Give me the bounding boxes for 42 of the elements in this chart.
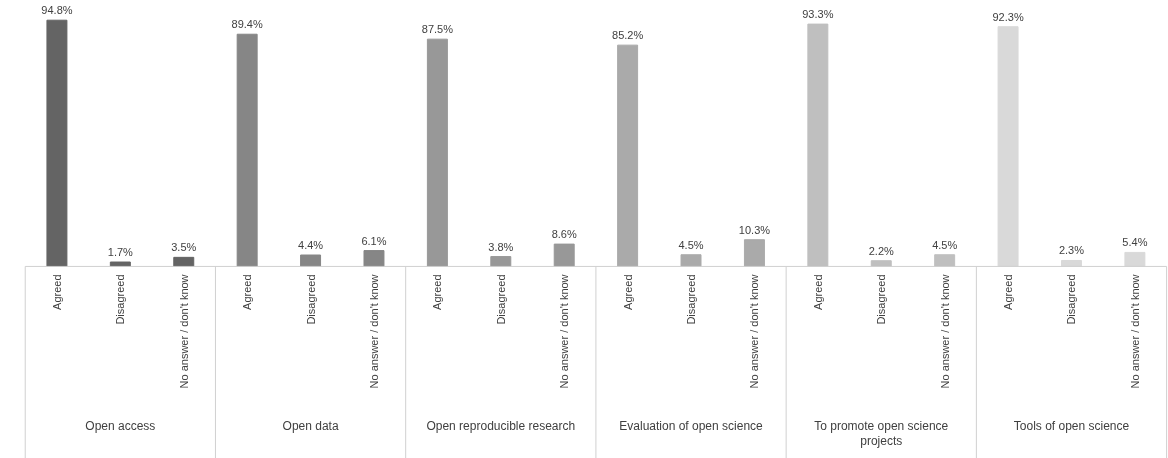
- text: Agreed: [241, 274, 254, 310]
- x-tick-label: Open access: [85, 418, 156, 433]
- text: Disagreed: [875, 274, 888, 325]
- text: No answer / don't know: [938, 274, 951, 389]
- data-label: 4.5%: [932, 238, 958, 251]
- text: Disagreed: [304, 274, 317, 325]
- data-label: 1.7%: [107, 246, 134, 259]
- data-label: 2.3%: [1058, 244, 1085, 257]
- text: No answer / don't know: [367, 274, 380, 389]
- data-label: 8.6%: [551, 228, 577, 241]
- x-tick-label: Open reproducible research: [426, 418, 576, 433]
- text: Agreed: [50, 274, 63, 310]
- text: No answer / don't know: [1128, 274, 1141, 389]
- text: Agreed: [811, 274, 824, 310]
- x-tick-label: To promote open science projects: [814, 418, 949, 448]
- text: No answer / don't know: [177, 274, 190, 389]
- data-label: 2.2%: [868, 244, 895, 257]
- data-label: 6.1%: [361, 234, 387, 247]
- data-label: 10.3%: [738, 223, 771, 236]
- text: Agreed: [431, 274, 444, 310]
- data-label: 4.4%: [298, 239, 324, 252]
- text: Disagreed: [494, 274, 507, 325]
- data-label: 94.8%: [41, 4, 73, 17]
- x-tick-label: Tools of open science: [1013, 418, 1130, 433]
- text: Disagreed: [685, 274, 698, 325]
- text: Disagreed: [114, 274, 127, 325]
- data-label: 92.3%: [992, 10, 1024, 23]
- text: Disagreed: [1065, 274, 1078, 325]
- text: Agreed: [1002, 274, 1015, 310]
- x-tick-label: Open data: [282, 418, 339, 433]
- data-label: 5.4%: [1122, 236, 1148, 249]
- data-label: 85.2%: [612, 29, 644, 42]
- data-label: 3.5%: [171, 241, 197, 254]
- data-label: 93.3%: [802, 8, 834, 21]
- text: No answer / don't know: [558, 274, 571, 389]
- data-label: 89.4%: [231, 18, 263, 31]
- data-label: 3.8%: [488, 240, 514, 253]
- text: No answer / don't know: [748, 274, 761, 389]
- data-label: 87.5%: [421, 23, 454, 36]
- text: Agreed: [621, 274, 634, 310]
- data-label: 4.5%: [678, 238, 704, 251]
- x-tick-label: Evaluation of open science: [619, 418, 764, 433]
